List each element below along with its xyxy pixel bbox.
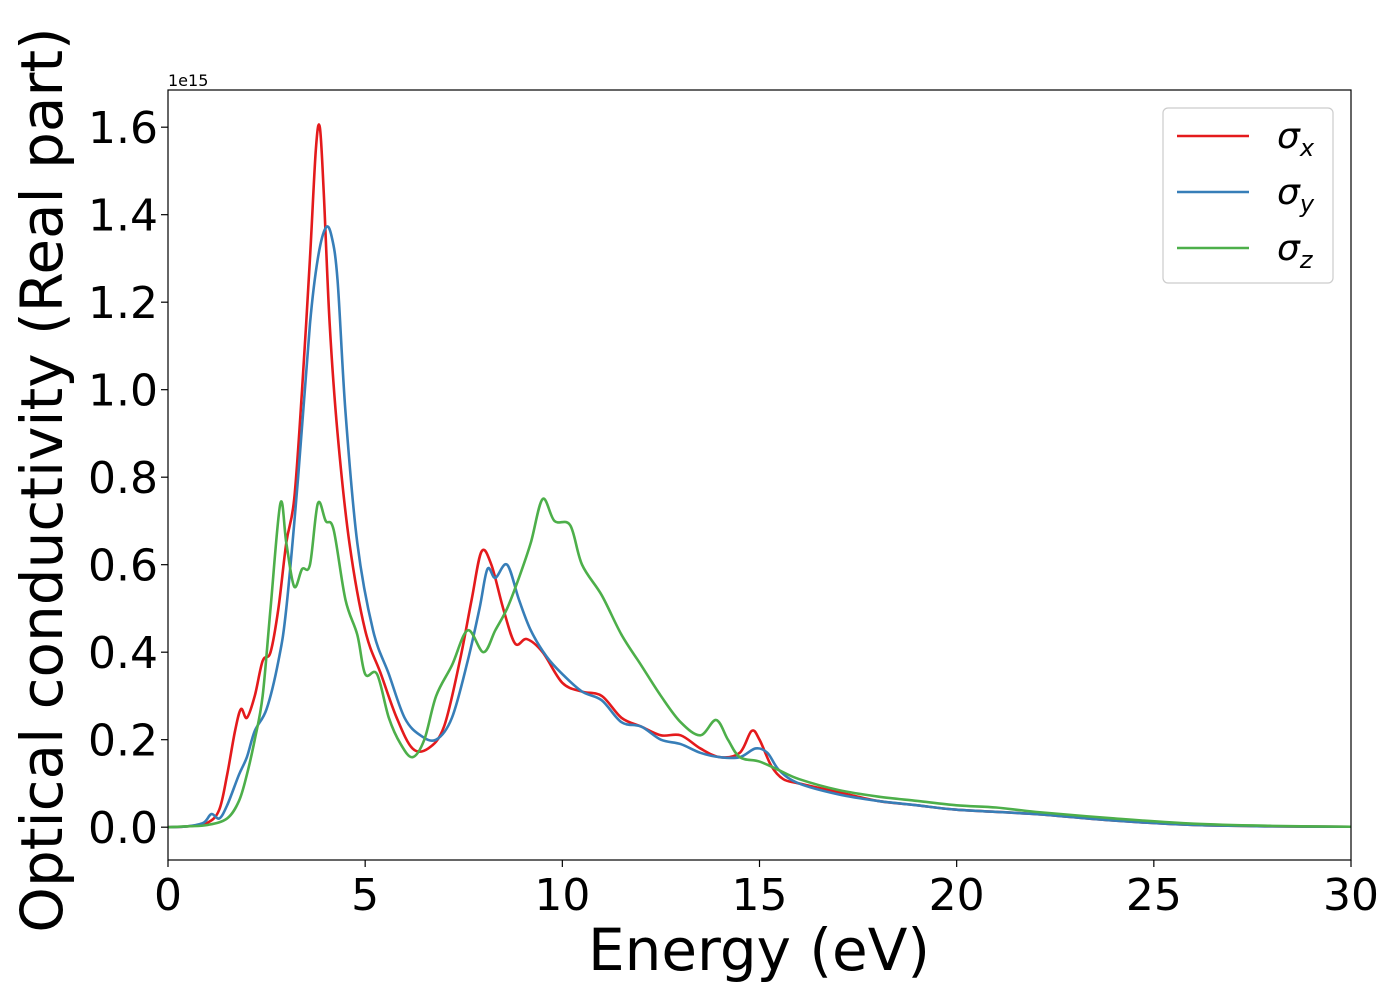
series-line-y	[168, 225, 1351, 829]
x-tick-label: 10	[534, 870, 590, 921]
y-tick-label: 0.8	[88, 453, 158, 504]
x-tick-label: 0	[154, 870, 182, 921]
axes: 0 5 10 15 20 25 30 0.0 0.2 0.4 0.6 0.8 1.0 1.2 1.4 1.6	[88, 89, 1379, 921]
y-tick-label: 1.4	[88, 191, 158, 242]
y-offset-text: 1e15	[168, 71, 208, 90]
y-tick-label: 0.0	[88, 803, 158, 854]
y-tick-label: 1.0	[88, 366, 158, 417]
y-tick-label: 0.4	[88, 628, 158, 679]
series-line-z	[168, 497, 1351, 829]
plot-area	[168, 123, 1351, 829]
y-tick-label: 1.2	[88, 278, 158, 329]
x-axis-label: Energy (eV)	[588, 916, 930, 984]
series-line-x	[168, 123, 1351, 829]
y-tick-label: 1.6	[88, 103, 158, 154]
x-tick-label: 30	[1323, 870, 1379, 921]
y-axis-label: Optical conductivity (Real part)	[8, 27, 76, 932]
y-tick-label: 0.2	[88, 716, 158, 767]
x-tick-label: 15	[732, 870, 788, 921]
legend-label-y: σy	[1277, 172, 1315, 218]
y-tick-label: 0.6	[88, 541, 158, 592]
x-tick-label: 25	[1126, 870, 1182, 921]
legend-box	[1162, 107, 1334, 284]
x-tick-label: 20	[929, 870, 985, 921]
x-tick-label: 5	[351, 870, 379, 921]
